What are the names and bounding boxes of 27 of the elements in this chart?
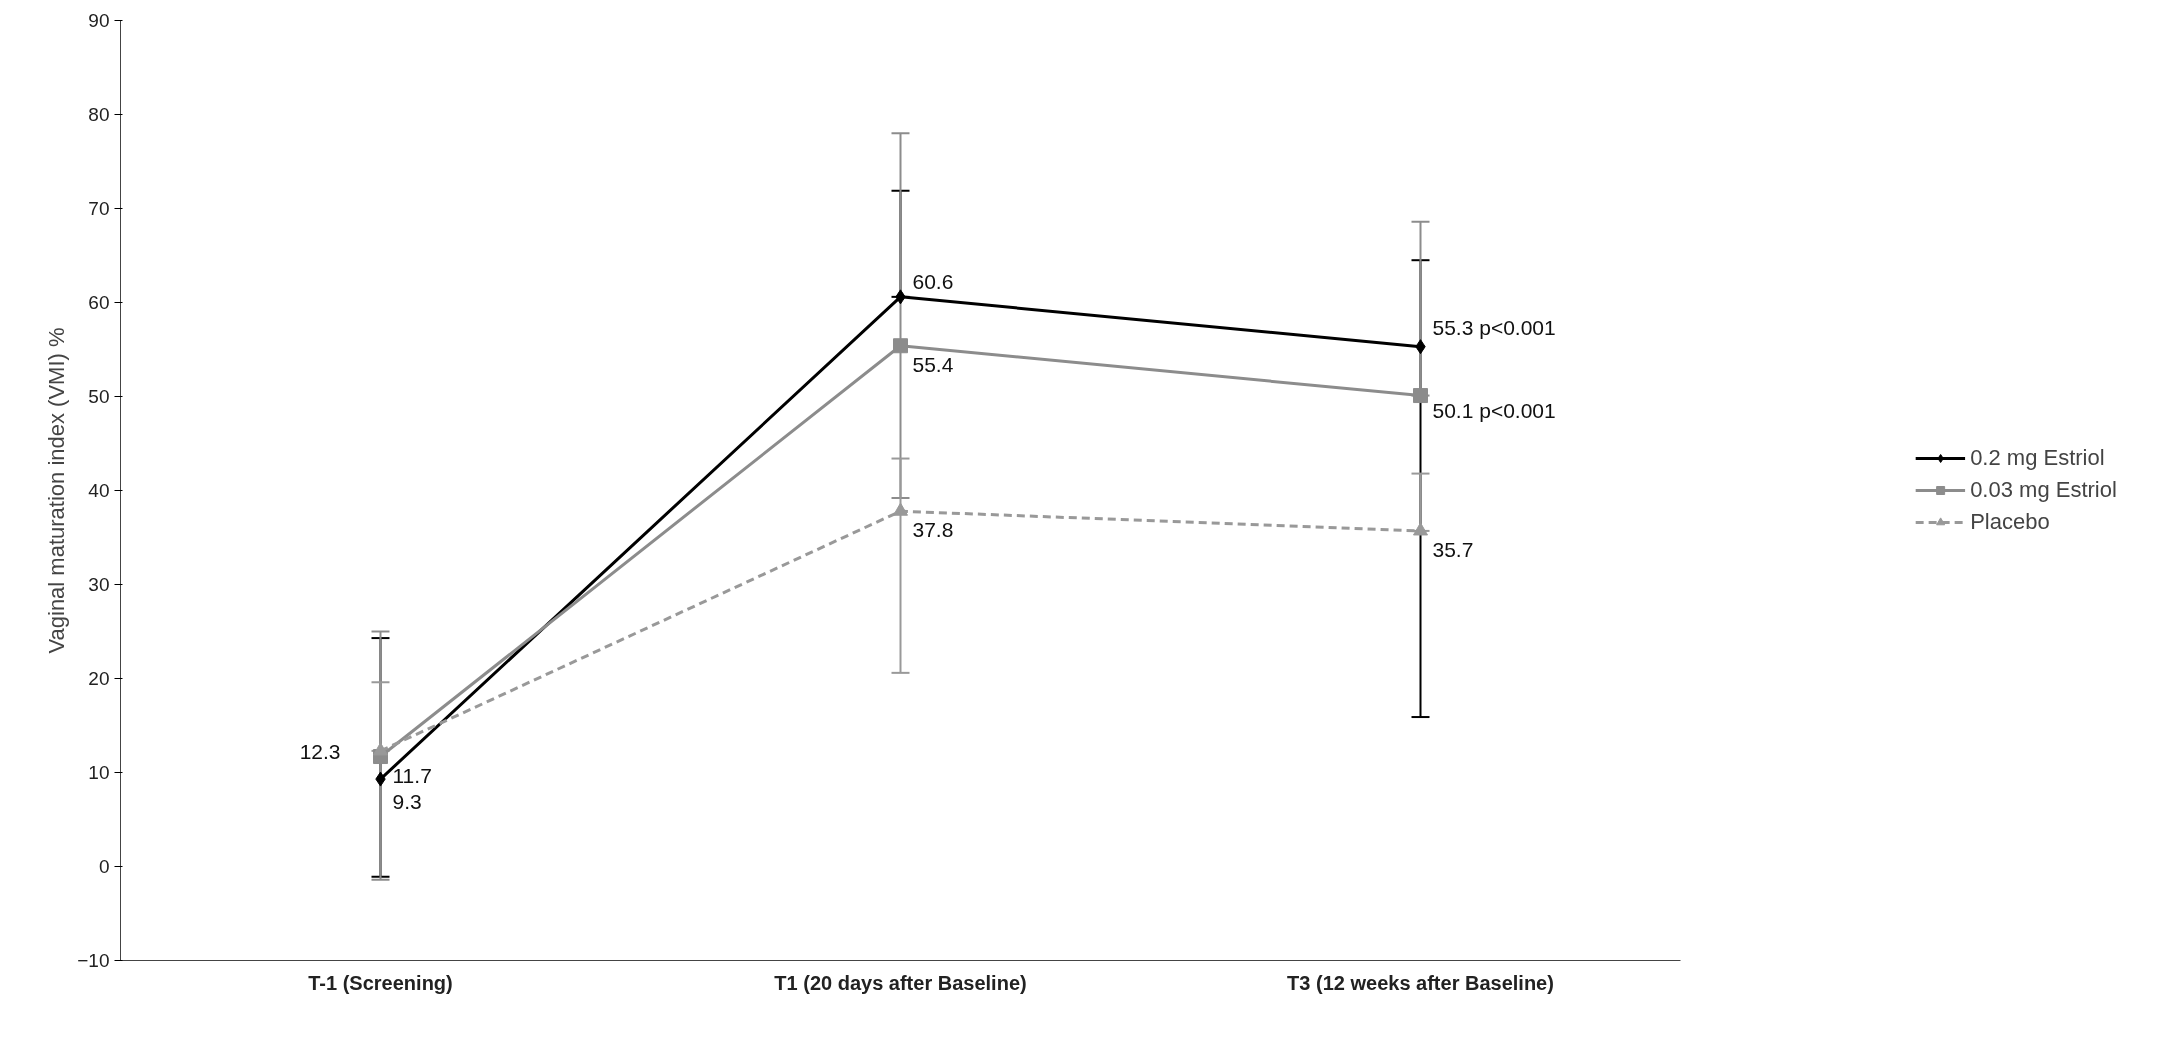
y-tick-label: 30 xyxy=(88,574,110,595)
data-label: 55.4 xyxy=(912,352,954,376)
x-tick-label: T-1 (Screening) xyxy=(308,971,453,994)
y-tick-label: 90 xyxy=(88,10,110,31)
data-label: 60.6 xyxy=(912,269,954,293)
y-tick-label: 40 xyxy=(88,480,110,501)
data-label: 35.7 xyxy=(1432,537,1474,561)
data-label: 11.7 xyxy=(392,763,432,787)
x-tick-label: T1 (20 days after Baseline) xyxy=(774,971,1027,994)
y-tick-label: −10 xyxy=(77,950,110,971)
legend-label: Placebo xyxy=(1970,509,2050,535)
data-label: 12.3 xyxy=(299,739,341,763)
legend-label: 0.03 mg Estriol xyxy=(1970,477,2117,503)
y-tick-label: 0 xyxy=(98,856,110,877)
y-tick-label: 50 xyxy=(88,386,110,407)
y-tick-label: 10 xyxy=(88,762,110,783)
y-tick-label: 70 xyxy=(88,198,110,219)
y-axis-title: Vaginal maturation index (VMI) % xyxy=(44,327,70,654)
legend-label: 0.2 mg Estriol xyxy=(1970,445,2105,471)
y-tick-label: 80 xyxy=(88,104,110,125)
y-tick-label: 20 xyxy=(88,668,110,689)
data-label: 55.3 p<0.001 xyxy=(1432,315,1556,339)
data-label: 9.3 xyxy=(392,790,422,814)
x-tick-label: T3 (12 weeks after Baseline) xyxy=(1287,971,1554,994)
data-label: 37.8 xyxy=(912,518,954,542)
data-label: 50.1 p<0.001 xyxy=(1432,398,1556,422)
y-tick-label: 60 xyxy=(88,292,110,313)
